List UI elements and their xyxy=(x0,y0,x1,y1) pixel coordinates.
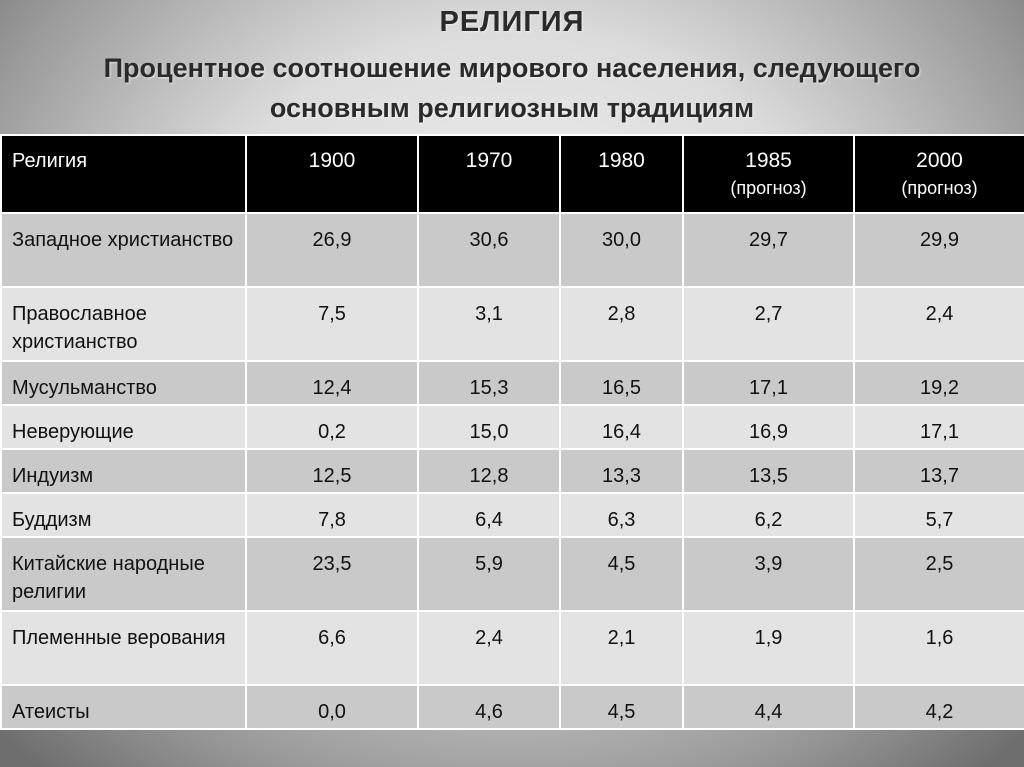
table-row: Православное христианство 7,5 3,1 2,8 2,… xyxy=(0,286,1024,362)
cell-value: 7,8 xyxy=(245,492,419,538)
cell-value: 5,7 xyxy=(853,492,1024,538)
header-2000-note: (прогноз) xyxy=(901,178,978,198)
cell-value: 13,7 xyxy=(853,448,1024,494)
row-name: Атеисты xyxy=(0,684,247,730)
cell-value: 30,0 xyxy=(559,212,684,288)
row-name: Китайские народные религии xyxy=(0,536,247,612)
cell-value: 2,1 xyxy=(559,610,684,686)
cell-value: 6,3 xyxy=(559,492,684,538)
header-1985-year: 1985 xyxy=(745,149,792,172)
cell-value: 13,3 xyxy=(559,448,684,494)
cell-value: 23,5 xyxy=(245,536,419,612)
cell-value: 2,8 xyxy=(559,286,684,362)
page-title: РЕЛИГИЯ xyxy=(439,6,585,38)
cell-value: 2,5 xyxy=(853,536,1024,612)
cell-value: 6,2 xyxy=(682,492,855,538)
cell-value: 6,6 xyxy=(245,610,419,686)
header-1970: 1970 xyxy=(417,134,561,214)
table-row: Индуизм 12,5 12,8 13,3 13,5 13,7 xyxy=(0,448,1024,494)
header-1985: 1985 (прогноз) xyxy=(682,134,855,214)
cell-value: 4,5 xyxy=(559,536,684,612)
row-name: Буддизм xyxy=(0,492,247,538)
cell-value: 26,9 xyxy=(245,212,419,288)
cell-value: 12,4 xyxy=(245,360,419,406)
cell-value: 6,4 xyxy=(417,492,561,538)
religion-table: Религия 1900 1970 1980 1985 (прогноз) 20… xyxy=(0,134,1024,730)
cell-value: 17,1 xyxy=(682,360,855,406)
table-header-row: Религия 1900 1970 1980 1985 (прогноз) 20… xyxy=(0,134,1024,214)
cell-value: 0,0 xyxy=(245,684,419,730)
header-1980: 1980 xyxy=(559,134,684,214)
table-row: Буддизм 7,8 6,4 6,3 6,2 5,7 xyxy=(0,492,1024,538)
cell-value: 1,6 xyxy=(853,610,1024,686)
cell-value: 16,5 xyxy=(559,360,684,406)
header-religion: Религия xyxy=(0,134,247,214)
table-row: Племенные верования 6,6 2,4 2,1 1,9 1,6 xyxy=(0,610,1024,686)
cell-value: 13,5 xyxy=(682,448,855,494)
cell-value: 30,6 xyxy=(417,212,561,288)
table-row: Китайские народные религии 23,5 5,9 4,5 … xyxy=(0,536,1024,612)
row-name: Мусульманство xyxy=(0,360,247,406)
cell-value: 4,4 xyxy=(682,684,855,730)
cell-value: 17,1 xyxy=(853,404,1024,450)
table-row: Мусульманство 12,4 15,3 16,5 17,1 19,2 xyxy=(0,360,1024,406)
cell-value: 29,9 xyxy=(853,212,1024,288)
table-row: Западное христианство 26,9 30,6 30,0 29,… xyxy=(0,212,1024,288)
cell-value: 0,2 xyxy=(245,404,419,450)
header-1900: 1900 xyxy=(245,134,419,214)
cell-value: 16,4 xyxy=(559,404,684,450)
cell-value: 4,5 xyxy=(559,684,684,730)
cell-value: 5,9 xyxy=(417,536,561,612)
row-name: Индуизм xyxy=(0,448,247,494)
row-name: Православное христианство xyxy=(0,286,247,362)
cell-value: 12,8 xyxy=(417,448,561,494)
cell-value: 2,7 xyxy=(682,286,855,362)
cell-value: 15,3 xyxy=(417,360,561,406)
cell-value: 7,5 xyxy=(245,286,419,362)
header-1985-note: (прогноз) xyxy=(730,178,807,198)
cell-value: 3,9 xyxy=(682,536,855,612)
header-2000: 2000 (прогноз) xyxy=(853,134,1024,214)
row-name: Племенные верования xyxy=(0,610,247,686)
cell-value: 16,9 xyxy=(682,404,855,450)
cell-value: 4,6 xyxy=(417,684,561,730)
cell-value: 15,0 xyxy=(417,404,561,450)
table-row: Неверующие 0,2 15,0 16,4 16,9 17,1 xyxy=(0,404,1024,450)
page-subtitle: Процентное соотношение мирового населени… xyxy=(103,53,921,123)
header-2000-year: 2000 xyxy=(916,149,963,172)
title-block: РЕЛИГИЯ Процентное соотношение мирового … xyxy=(0,0,1024,130)
row-name: Западное христианство xyxy=(0,212,247,288)
cell-value: 2,4 xyxy=(853,286,1024,362)
row-name: Неверующие xyxy=(0,404,247,450)
cell-value: 29,7 xyxy=(682,212,855,288)
cell-value: 19,2 xyxy=(853,360,1024,406)
cell-value: 2,4 xyxy=(417,610,561,686)
cell-value: 1,9 xyxy=(682,610,855,686)
table-row: Атеисты 0,0 4,6 4,5 4,4 4,2 xyxy=(0,684,1024,730)
cell-value: 4,2 xyxy=(853,684,1024,730)
cell-value: 12,5 xyxy=(245,448,419,494)
cell-value: 3,1 xyxy=(417,286,561,362)
